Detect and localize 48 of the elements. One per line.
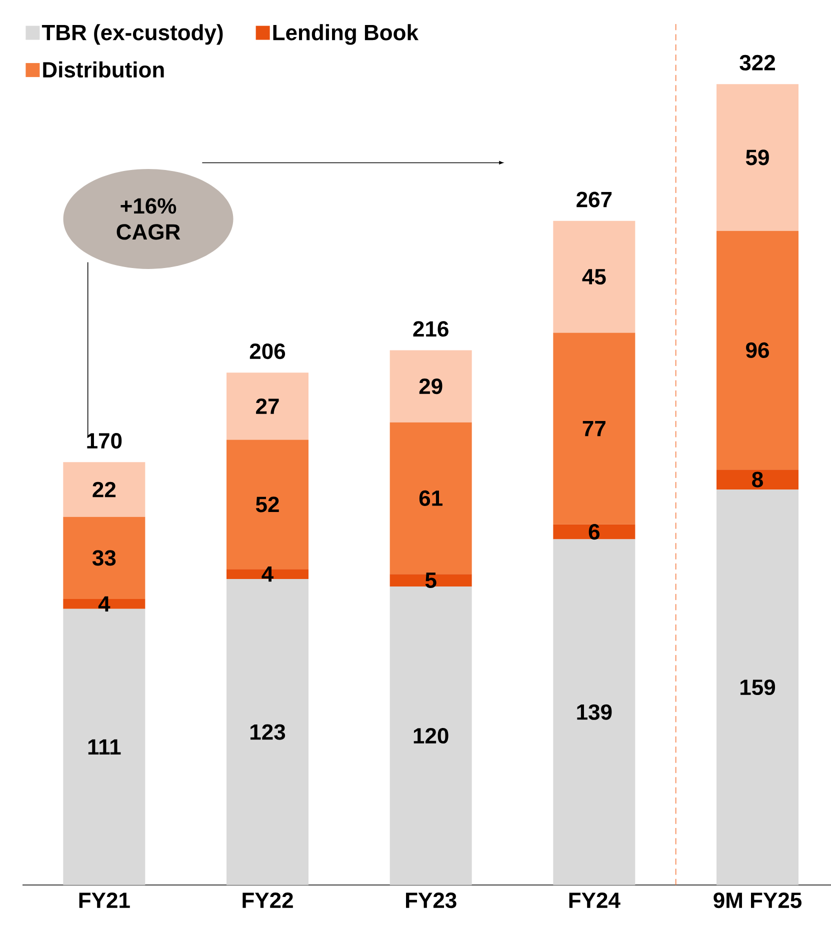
- total-label: 206: [250, 343, 286, 360]
- bar: [716, 470, 799, 490]
- bar: [390, 574, 472, 587]
- data-label: 139: [577, 704, 612, 720]
- total-label: 267: [576, 192, 612, 208]
- annotation: +16% CAGR: [116, 198, 180, 240]
- legend-label: TBR (ex-custody): [42, 24, 223, 45]
- data-label: 45: [582, 269, 606, 285]
- data-label: 96: [746, 342, 769, 358]
- bar: [553, 524, 636, 540]
- data-label: 59: [746, 150, 769, 166]
- x-tick-label: FY22: [242, 892, 293, 908]
- data-label: 5: [425, 572, 436, 588]
- bar: [553, 220, 636, 333]
- data-label: 22: [92, 482, 116, 498]
- bar: [553, 539, 636, 885]
- legend-label: Distribution: [43, 61, 164, 78]
- bar: [390, 422, 472, 574]
- data-label: 27: [256, 398, 279, 414]
- data-label: 8: [752, 472, 763, 488]
- bar: [716, 84, 799, 231]
- x-tick-label: FY23: [406, 892, 456, 908]
- x-tick-label: FY24: [569, 892, 620, 908]
- data-label: 159: [740, 679, 776, 696]
- data-label: 52: [256, 496, 279, 512]
- data-label: 123: [250, 724, 286, 740]
- data-label: 4: [98, 596, 110, 612]
- x-tick-label: 9M FY25: [714, 892, 802, 908]
- bar: [390, 586, 472, 885]
- data-label: 33: [92, 550, 116, 566]
- bar: [553, 332, 636, 524]
- data-label: 111: [88, 739, 121, 755]
- x-tick-label: FY21: [79, 892, 130, 908]
- data-label: 61: [419, 490, 442, 506]
- data-label: 4: [262, 566, 274, 582]
- bar: [716, 230, 799, 470]
- bar: [716, 490, 799, 885]
- total-label: 322: [740, 54, 775, 71]
- legend-label: Lending Book: [273, 24, 419, 45]
- total-label: 170: [87, 433, 122, 449]
- data-label: 29: [419, 378, 442, 394]
- bar: [63, 462, 146, 517]
- data-label: 6: [588, 524, 600, 540]
- bar: [390, 350, 472, 422]
- total-label: 216: [413, 321, 448, 337]
- data-label: 77: [582, 421, 606, 436]
- bar: [226, 372, 308, 440]
- data-label: 120: [414, 728, 448, 744]
